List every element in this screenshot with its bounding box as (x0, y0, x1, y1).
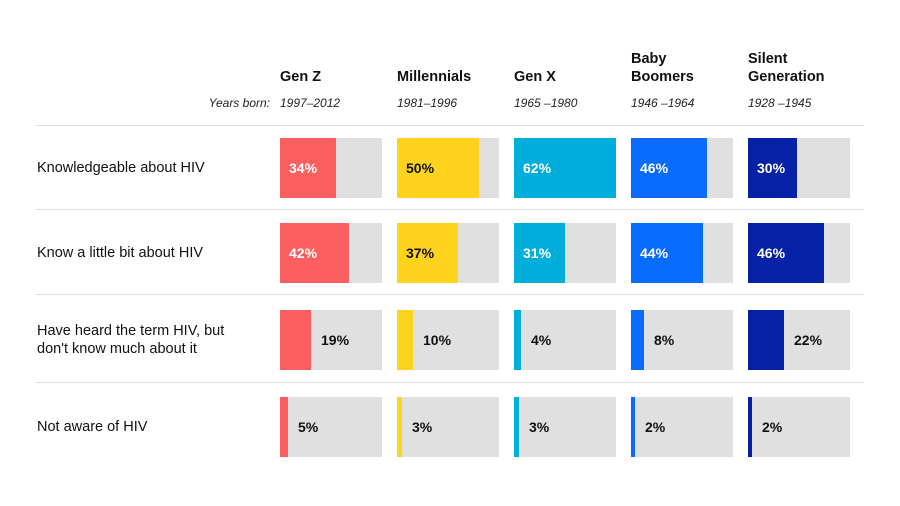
bar-track: 34% (280, 138, 382, 198)
bar-track: 3% (514, 397, 616, 457)
years-born-range: 1965 –1980 (514, 96, 578, 110)
bar (397, 397, 402, 457)
data-label: 5% (298, 419, 319, 435)
data-label: 3% (529, 419, 550, 435)
bar-track: 19% (280, 310, 382, 370)
bar-track: 46% (631, 138, 733, 198)
column-header: Gen Z (280, 69, 322, 85)
bar-track: 10% (397, 310, 499, 370)
column-header: Silent Generation (748, 51, 825, 85)
years-born-range: 1946 –1964 (631, 96, 695, 110)
bar (514, 223, 565, 283)
data-label: 4% (531, 332, 552, 348)
column-header: Baby Boomers (631, 51, 694, 85)
years-born-label: Years born: (208, 96, 270, 110)
bar-track: 37% (397, 223, 499, 283)
row-label: Have heard the term HIV, but don't know … (37, 323, 225, 357)
row-label: Not aware of HIV (37, 419, 148, 435)
row-divider (36, 294, 864, 295)
bar (397, 138, 479, 198)
row-divider (36, 125, 864, 126)
bar-track: 31% (514, 223, 616, 283)
bar (397, 310, 413, 370)
bar (514, 138, 616, 198)
bar-track: 44% (631, 223, 733, 283)
data-label: 37% (406, 245, 435, 261)
bar (280, 223, 349, 283)
bar-track: 30% (748, 138, 850, 198)
bar-track: 2% (748, 397, 850, 457)
data-label: 8% (654, 332, 675, 348)
row-label: Know a little bit about HIV (37, 245, 204, 261)
bar-track: 4% (514, 310, 616, 370)
data-label: 22% (794, 332, 823, 348)
data-label: 34% (289, 160, 318, 176)
bar (748, 223, 824, 283)
bar-track: 3% (397, 397, 499, 457)
bar-track: 8% (631, 310, 733, 370)
bar (280, 310, 311, 370)
data-label: 31% (523, 245, 552, 261)
bar (397, 223, 458, 283)
row-label: Knowledgeable about HIV (37, 160, 205, 176)
data-label: 2% (645, 419, 666, 435)
bar-track: 42% (280, 223, 382, 283)
data-label: 10% (423, 332, 452, 348)
bar (514, 310, 521, 370)
bar (631, 310, 644, 370)
bar (631, 138, 707, 198)
bar (748, 397, 752, 457)
years-born-range: 1997–2012 (280, 96, 341, 110)
bar (514, 397, 519, 457)
data-label: 44% (640, 245, 669, 261)
data-label: 50% (406, 160, 435, 176)
data-label: 42% (289, 245, 318, 261)
bar (631, 223, 703, 283)
data-label: 19% (321, 332, 350, 348)
data-label: 46% (640, 160, 669, 176)
bar-track: 2% (631, 397, 733, 457)
data-label: 46% (757, 245, 786, 261)
column-header: Gen X (514, 69, 556, 85)
bar-track: 46% (748, 223, 850, 283)
bar (748, 138, 797, 198)
bar (748, 310, 784, 370)
bar-track: 50% (397, 138, 499, 198)
data-label: 62% (523, 160, 552, 176)
bar (631, 397, 635, 457)
data-label: 2% (762, 419, 783, 435)
data-label: 30% (757, 160, 786, 176)
bar-track: 22% (748, 310, 850, 370)
years-born-range: 1928 –1945 (748, 96, 812, 110)
bar-track: 5% (280, 397, 382, 457)
column-header: Millennials (397, 69, 472, 85)
bar (280, 397, 288, 457)
data-label: 3% (412, 419, 433, 435)
row-divider (36, 382, 864, 383)
row-divider (36, 209, 864, 210)
bar (280, 138, 336, 198)
bar-track: 62% (514, 138, 616, 198)
years-born-range: 1981–1996 (397, 96, 458, 110)
